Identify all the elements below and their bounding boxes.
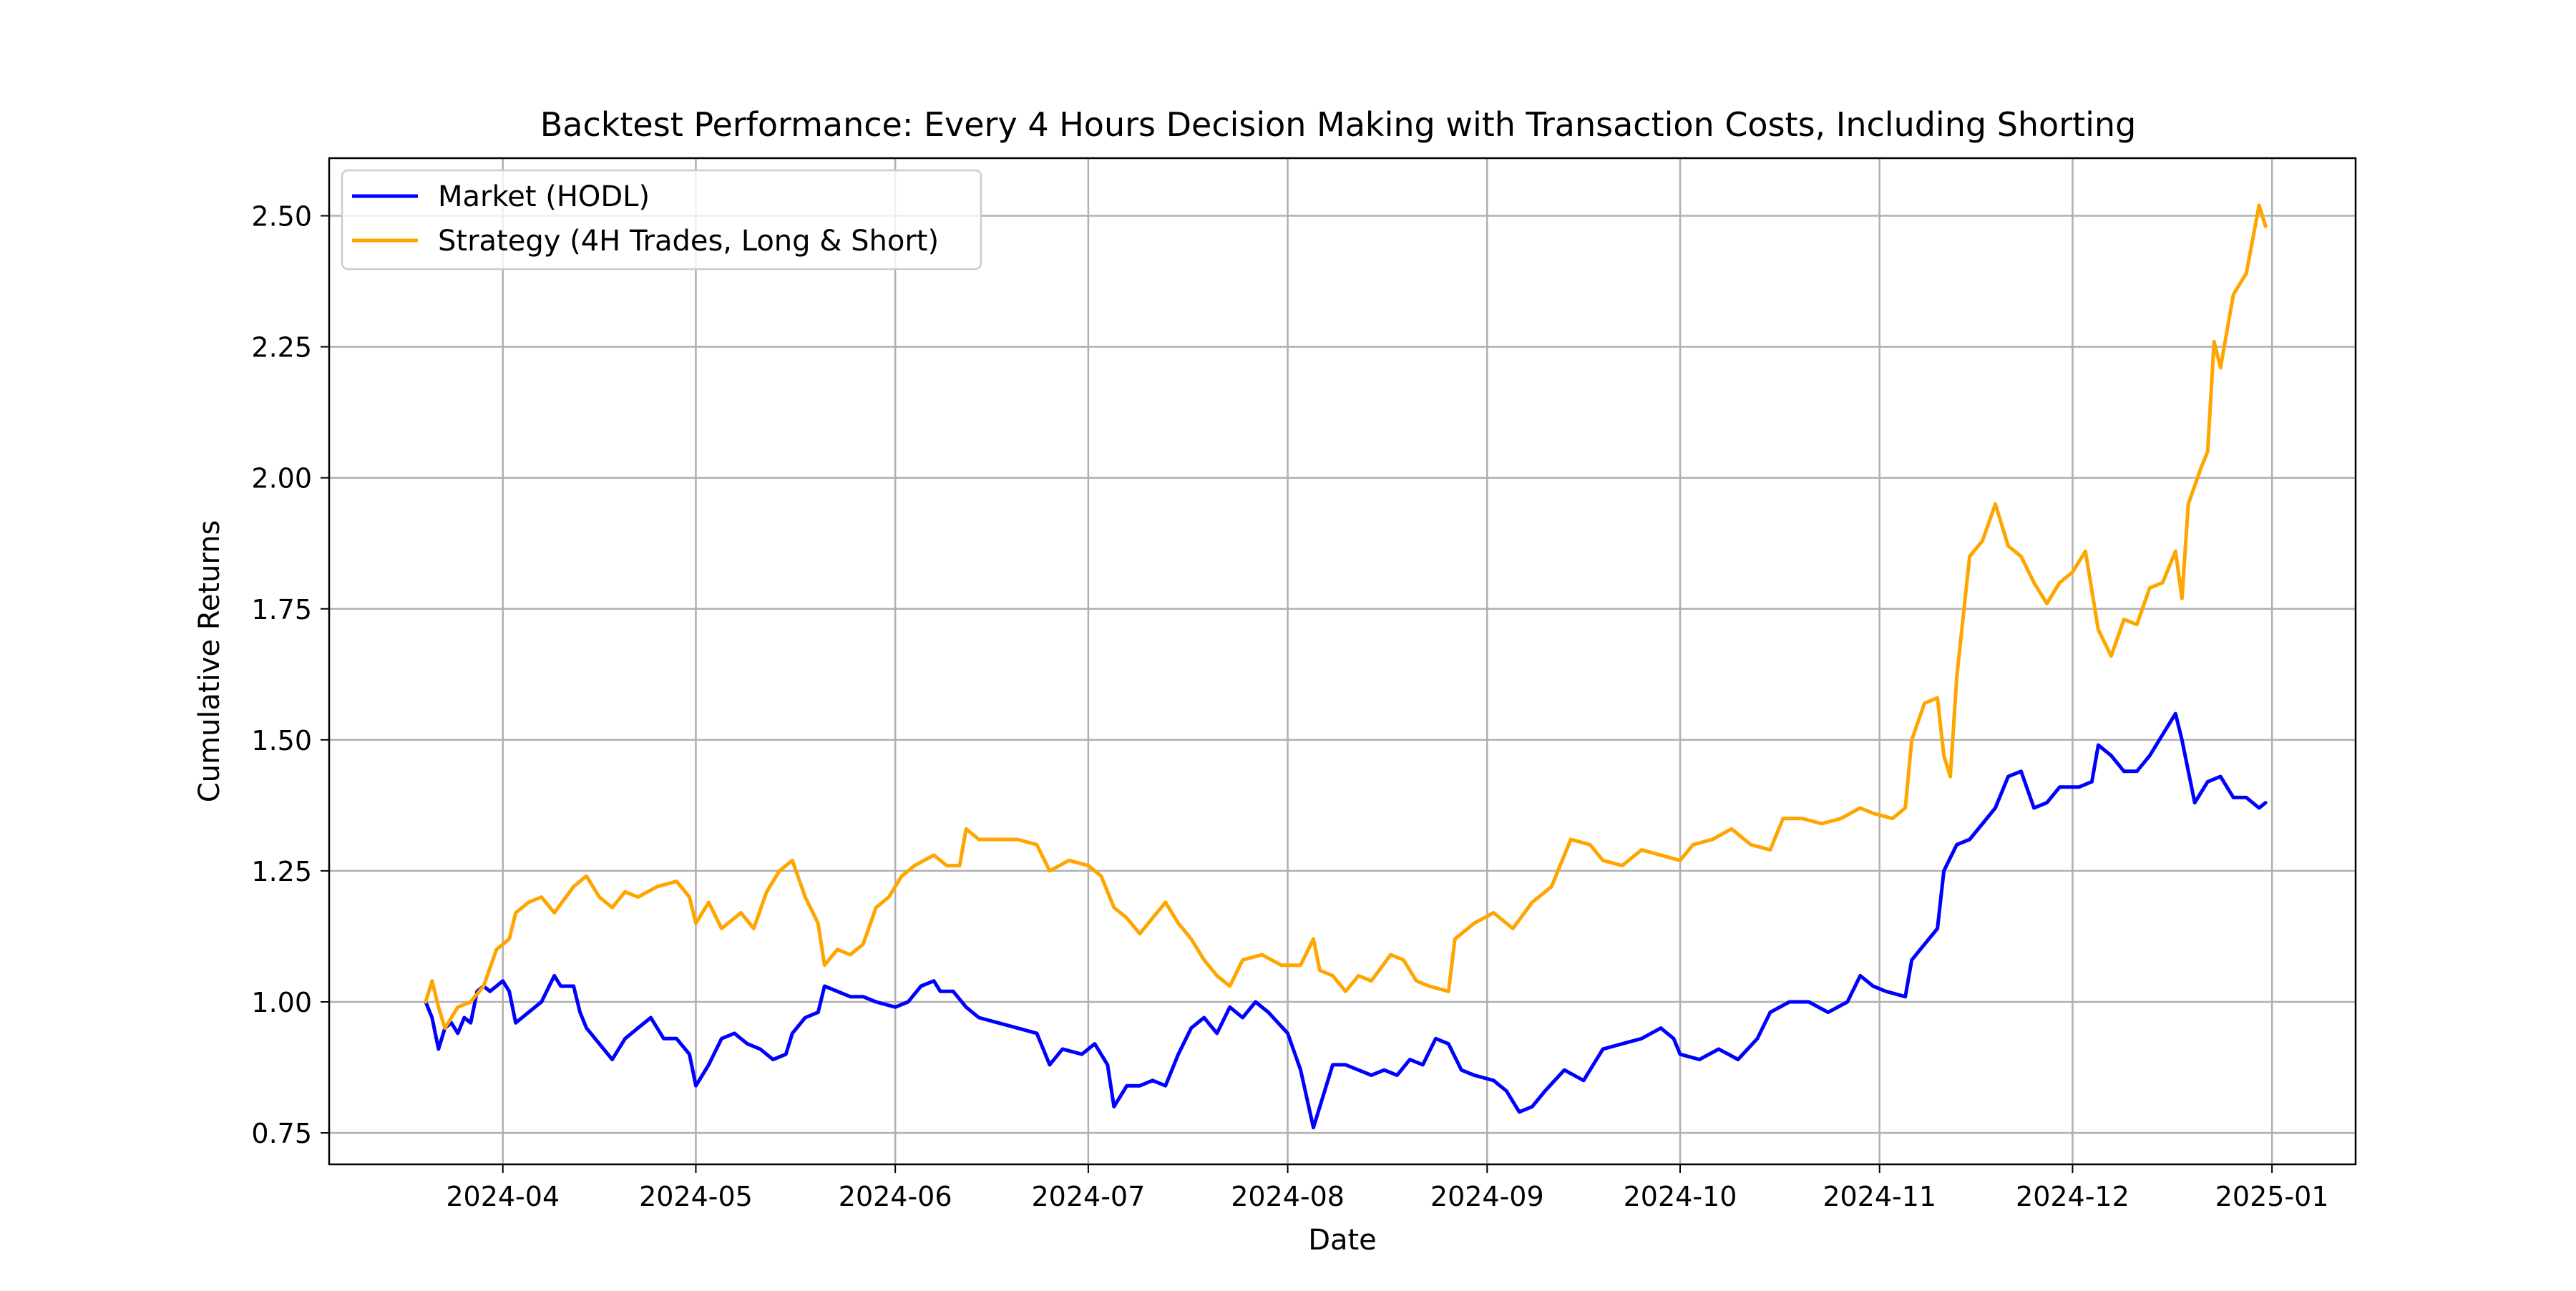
y-tick-label: 2.25 xyxy=(251,332,312,364)
y-tick-label: 1.25 xyxy=(251,856,312,887)
plot-series xyxy=(424,203,2268,1130)
y-tick-label: 1.00 xyxy=(251,987,312,1018)
x-tick-label: 2024-10 xyxy=(1624,1181,1737,1212)
x-tick-label: 2024-09 xyxy=(1430,1181,1544,1212)
series-line-1 xyxy=(424,711,2268,1130)
y-tick-label: 2.50 xyxy=(251,201,312,233)
y-tick-label: 0.75 xyxy=(251,1118,312,1149)
x-tick-label: 2024-08 xyxy=(1231,1181,1345,1212)
legend-label-1: Market (HODL) xyxy=(438,180,650,213)
x-axis-label: Date xyxy=(1308,1224,1377,1257)
x-tick-label: 2024-06 xyxy=(839,1181,952,1212)
x-tick-label: 2024-05 xyxy=(639,1181,753,1212)
legend: Market (HODL) Strategy (4H Trades, Long &… xyxy=(341,169,982,271)
x-tick-label: 2024-07 xyxy=(1031,1181,1145,1212)
x-tick-label: 2024-11 xyxy=(1823,1181,1936,1212)
x-tick-label: 2024-12 xyxy=(2016,1181,2129,1212)
y-axis-label: Cumulative Returns xyxy=(193,520,226,803)
y-tick-label: 1.75 xyxy=(251,594,312,625)
y-tick-label: 2.00 xyxy=(251,463,312,495)
x-tick-label: 2025-01 xyxy=(2215,1181,2329,1212)
x-tick-label: 2024-04 xyxy=(446,1181,560,1212)
legend-label-2: Strategy (4H Trades, Long & Short) xyxy=(438,225,939,258)
axis-ticks: 2024-04 2024-05 2024-06 2024-07 2024-08 2024-… xyxy=(251,201,2328,1212)
legend-box xyxy=(341,169,982,271)
chart-title: Backtest Performance: Every 4 Hours Deci… xyxy=(540,105,2137,144)
y-tick-label: 1.50 xyxy=(251,725,312,756)
grid-lines xyxy=(329,158,2356,1164)
plot-area-frame xyxy=(328,157,2357,1166)
series-line-2 xyxy=(424,203,2268,1031)
